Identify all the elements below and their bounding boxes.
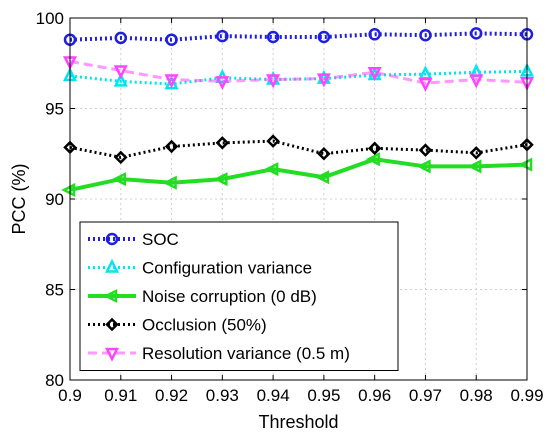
data-point: [418, 143, 433, 157]
legend-item: Occlusion (50%): [88, 316, 267, 335]
series-line: [69, 157, 528, 192]
data-point: [469, 146, 483, 160]
x-tick-label: 0.9: [58, 386, 82, 405]
series-5: [62, 56, 535, 92]
data-point: [266, 134, 280, 148]
legend-label: Resolution variance (0.5 m): [142, 344, 350, 363]
y-tick-label: 80: [45, 371, 64, 390]
data-point: [316, 73, 331, 88]
legend-item: Configuration variance: [88, 259, 312, 278]
series-layer: [61, 27, 535, 197]
data-point: [105, 232, 119, 246]
data-point: [103, 288, 118, 304]
data-point: [215, 136, 230, 150]
legend-item: Resolution variance (0.5 m): [88, 344, 350, 363]
data-point: [416, 159, 431, 174]
legend-label: Noise corruption (0 dB): [142, 287, 317, 306]
data-point: [213, 172, 228, 187]
x-tick-label: 0.95: [307, 386, 340, 405]
data-point: [113, 65, 128, 80]
data-point: [467, 159, 482, 174]
data-point: [469, 27, 483, 40]
legend-item: SOC: [88, 230, 179, 249]
data-point: [104, 347, 120, 362]
data-point: [418, 77, 433, 92]
data-point: [315, 170, 330, 185]
series-line: [69, 59, 528, 85]
data-point: [266, 30, 280, 44]
legend-label: Configuration variance: [142, 259, 312, 278]
data-point: [104, 258, 120, 273]
y-axis-label: PCC (%): [9, 164, 29, 235]
data-point: [114, 150, 128, 165]
legend-label: SOC: [142, 230, 179, 249]
y-tick-label: 90: [45, 190, 64, 209]
series-2: [62, 62, 535, 90]
series-line: [69, 31, 528, 42]
y-tick-label: 95: [45, 100, 64, 119]
data-point: [365, 152, 380, 167]
data-point: [469, 74, 484, 89]
data-point: [264, 162, 279, 177]
x-tick-label: 0.94: [257, 386, 290, 405]
x-tick-label: 0.96: [358, 386, 391, 405]
series-3: [61, 152, 533, 197]
data-point: [111, 172, 127, 187]
data-point: [367, 141, 382, 156]
data-point: [165, 33, 178, 46]
series-4: [63, 134, 534, 165]
series-1: [63, 27, 534, 46]
data-point: [61, 182, 76, 197]
x-axis-label: Threshold: [258, 412, 338, 432]
data-point: [368, 28, 381, 41]
data-point: [317, 146, 331, 161]
x-tick-label: 0.92: [155, 386, 188, 405]
x-tick-label: 0.97: [409, 386, 442, 405]
data-point: [162, 175, 177, 190]
x-tick-label: 0.99: [510, 386, 543, 405]
x-tick-label: 0.98: [460, 386, 493, 405]
data-point: [216, 29, 229, 43]
series-line: [69, 139, 528, 159]
data-point: [367, 67, 382, 82]
legend-label: Occlusion (50%): [142, 316, 267, 335]
axes-ticks: 0.9 0.91 0.92 0.93 0.94 0.95 0.96 0.97 0.98 0.99 8…: [36, 9, 544, 405]
data-point: [164, 74, 179, 89]
x-tick-label: 0.91: [104, 386, 137, 405]
y-tick-label: 85: [45, 281, 64, 300]
data-point: [419, 28, 432, 42]
data-point: [266, 74, 281, 89]
x-tick-label: 0.93: [206, 386, 239, 405]
legend-item: Noise corruption (0 dB): [88, 287, 317, 306]
data-point: [164, 139, 179, 154]
data-point: [317, 30, 331, 44]
data-point: [518, 157, 533, 172]
data-point: [215, 76, 230, 91]
data-point: [105, 317, 119, 332]
y-tick-label: 100: [36, 9, 64, 28]
legend: SOC Configuration variance Noise corruptio…: [79, 221, 399, 371]
data-point: [114, 31, 128, 45]
data-point: [113, 72, 128, 87]
series-line: [69, 69, 528, 86]
